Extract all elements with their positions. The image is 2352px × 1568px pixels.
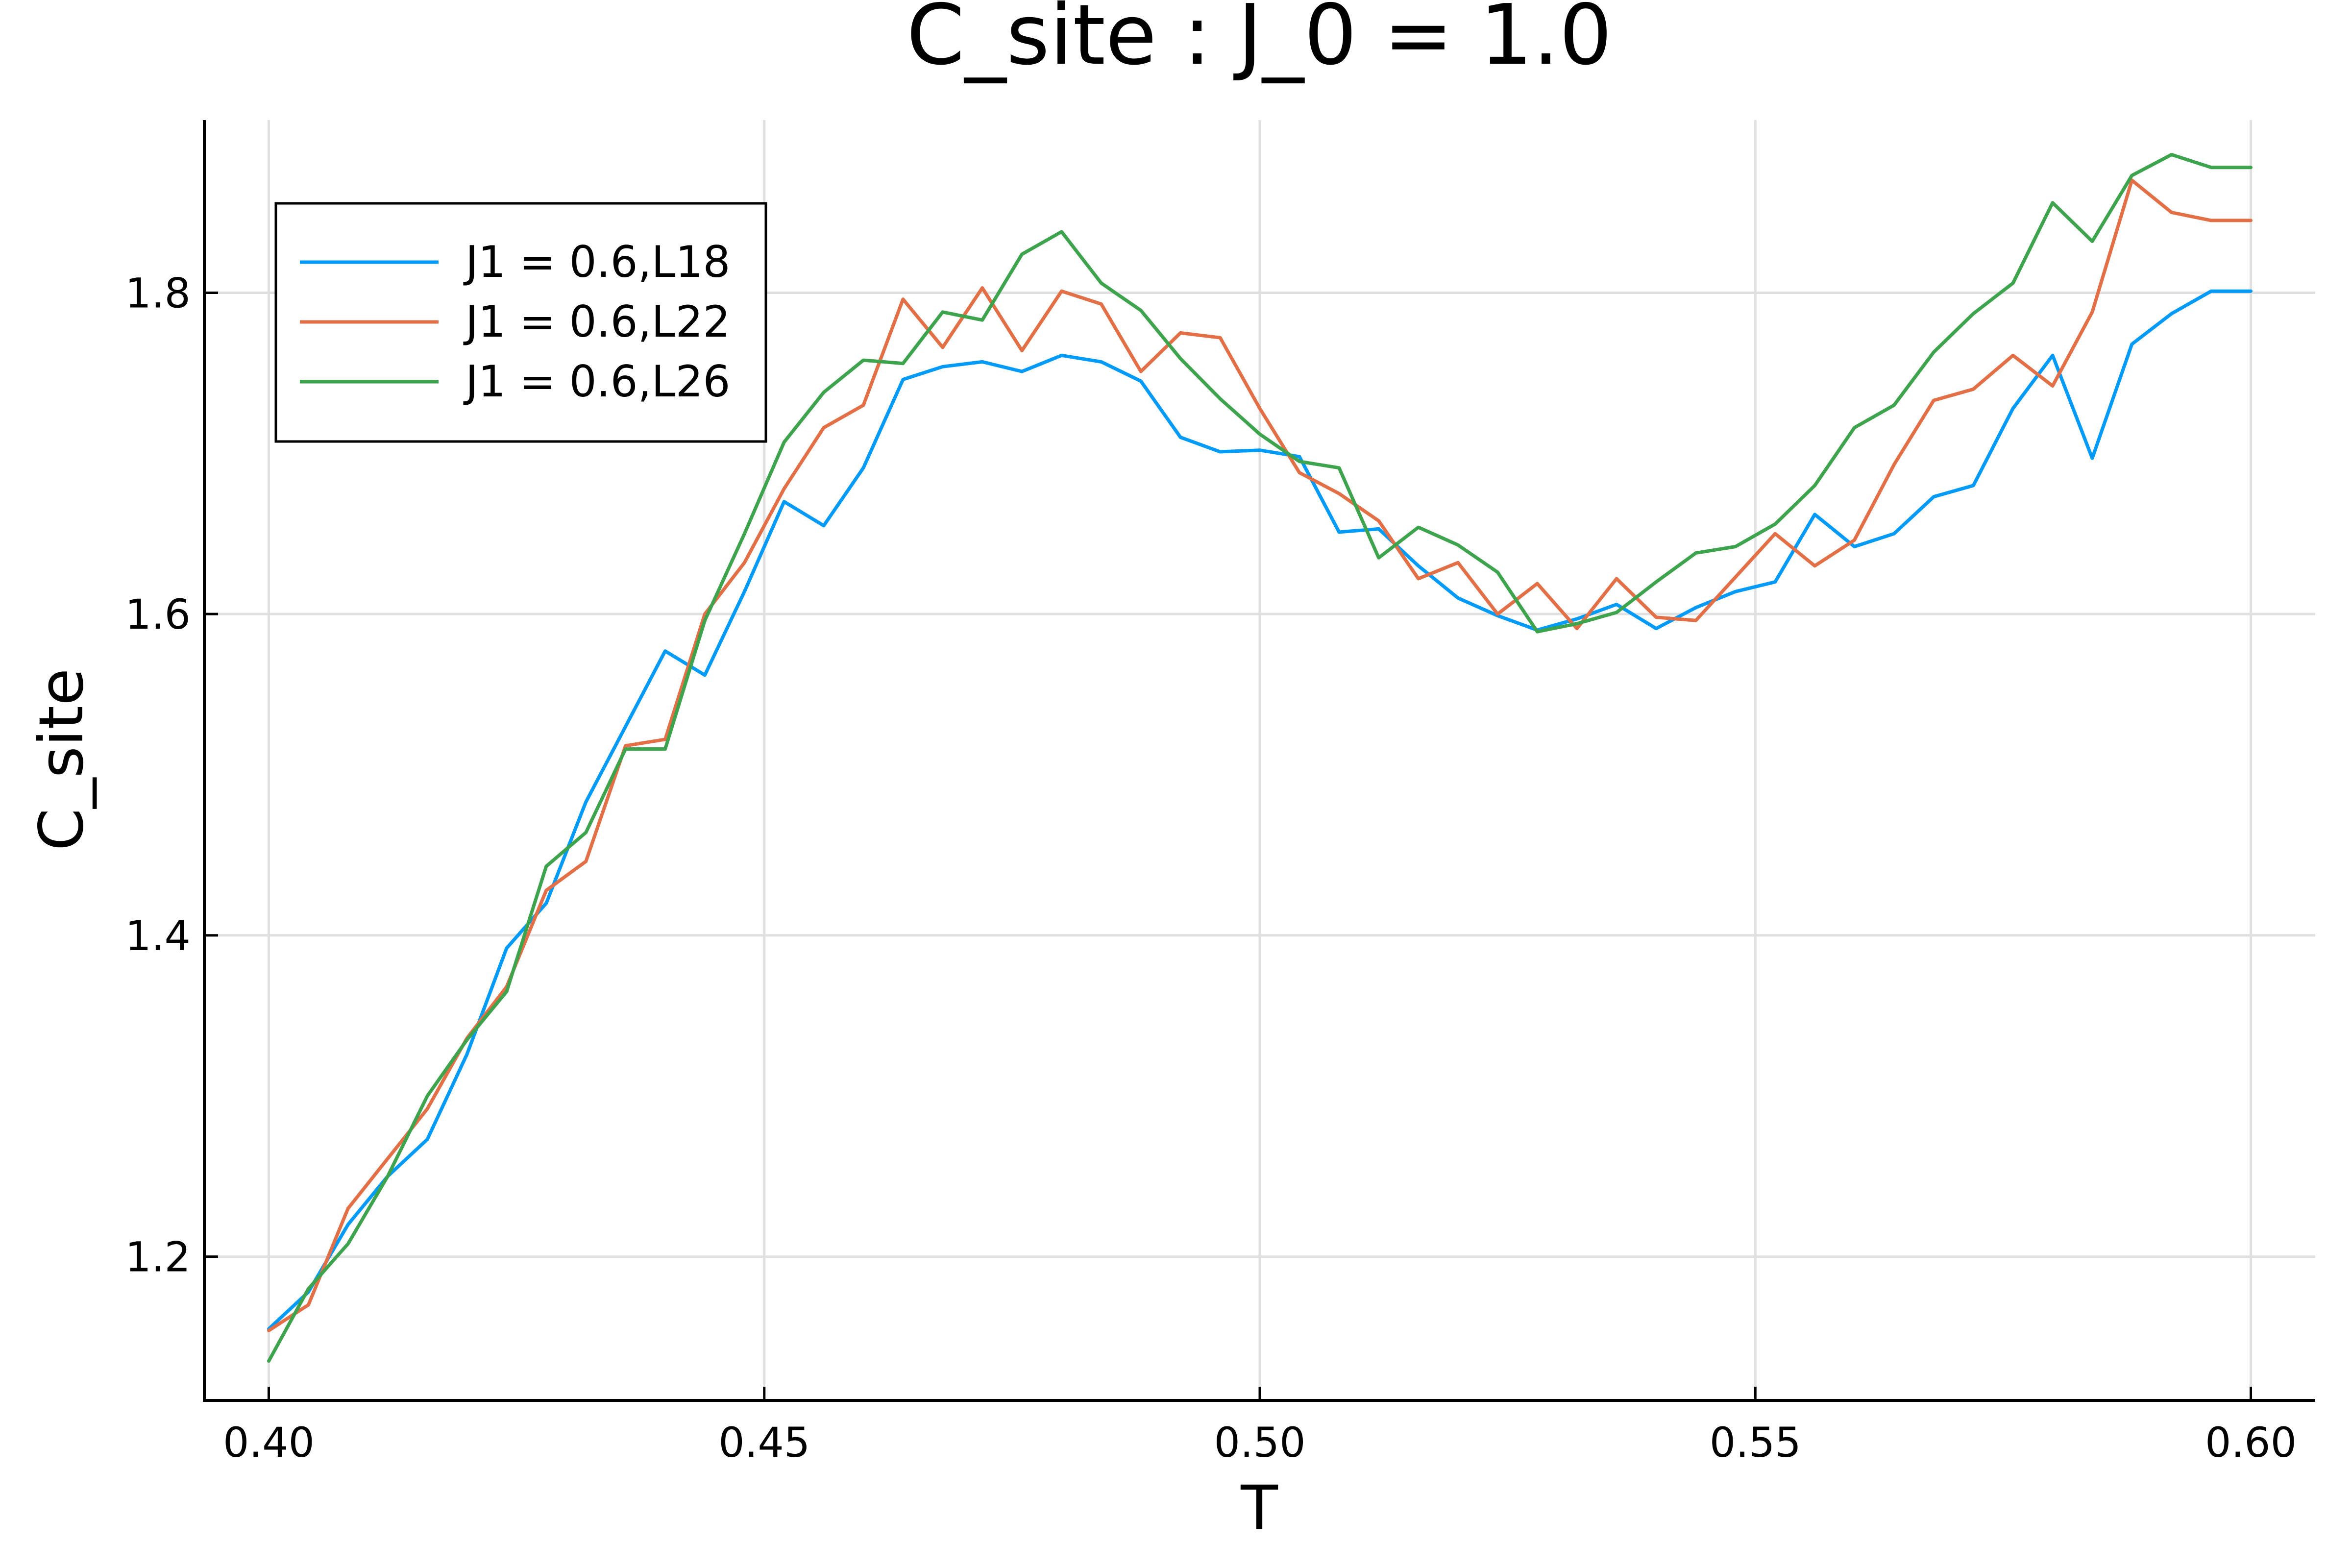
x-tick-label: 0.60 xyxy=(2205,1419,2297,1467)
legend-label-3: J1 = 0.6,L26 xyxy=(463,356,731,407)
x-tick-label: 0.55 xyxy=(1710,1419,1801,1467)
y-tick-label: 1.4 xyxy=(125,912,191,960)
series-lines xyxy=(267,153,2253,1363)
chart-title: C_site : J_0 = 1.0 xyxy=(906,0,1612,84)
axis-ticks: 0.40 0.45 0.50 0.55 0.60 1.2 1.4 1.6 1.8 xyxy=(125,269,2297,1467)
plot-axes xyxy=(203,120,2315,1402)
y-tick-label: 1.6 xyxy=(125,590,191,638)
x-tick-label: 0.45 xyxy=(718,1419,810,1467)
x-axis-label: T xyxy=(1240,1473,1278,1544)
y-axis-label: C_site xyxy=(26,668,97,851)
legend: J1 = 0.6,L18 J1 = 0.6,L22 J1 = 0.6,L26 xyxy=(274,202,767,443)
x-tick-label: 0.40 xyxy=(223,1419,315,1467)
y-tick-label: 1.2 xyxy=(125,1233,191,1281)
series-line-3 xyxy=(267,153,2253,1363)
legend-label-2: J1 = 0.6,L22 xyxy=(463,296,731,347)
series-line-2 xyxy=(267,178,2253,1332)
x-tick-label: 0.50 xyxy=(1214,1419,1305,1467)
legend-label-1: J1 = 0.6,L18 xyxy=(463,237,731,287)
series-line-1 xyxy=(267,289,2253,1331)
y-tick-label: 1.8 xyxy=(125,269,191,317)
legend-items: J1 = 0.6,L18 J1 = 0.6,L22 J1 = 0.6,L26 xyxy=(300,237,731,407)
